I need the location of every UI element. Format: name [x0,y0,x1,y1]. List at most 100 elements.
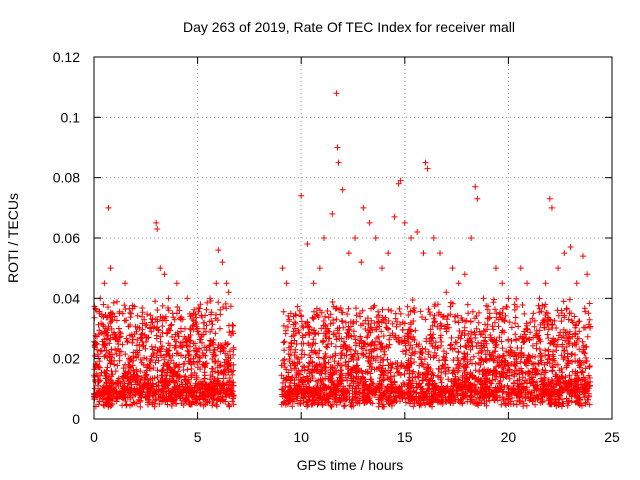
data-point [153,219,160,226]
data-point [111,331,118,338]
data-point [225,289,232,296]
axis-ticks: 0 5 10 15 20 25 0 0.02 0.04 0.06 0.08 0.1 0.12 [53,49,620,445]
data-point [194,325,201,332]
data-point [430,235,437,241]
data-point [385,250,392,257]
data-point [443,289,450,296]
data-point [358,259,365,266]
data-point [536,295,543,302]
data-point [339,186,346,193]
data-point [555,265,562,272]
data-point [567,244,574,251]
x-tick-label: 20 [501,429,517,445]
data-point [320,235,327,241]
x-tick-label: 15 [397,429,413,445]
data-point [333,90,340,97]
data-point [161,271,168,278]
data-point [140,361,147,368]
data-point [316,265,323,272]
data-point [184,295,191,302]
data-point [178,325,185,332]
data-point [173,280,180,287]
data-point [414,228,421,235]
data-point [105,204,112,211]
y-tick-label: 0.04 [53,290,80,306]
data-point [579,253,586,260]
data-point [213,280,220,287]
data-point [499,280,506,287]
data-point [366,219,373,226]
chart-title: Day 263 of 2019, Rate Of TEC Index for r… [183,19,515,35]
data-point [401,219,408,226]
data-point [165,295,172,302]
data-point [395,180,402,187]
data-point [283,280,290,287]
data-point [122,280,129,287]
data-point [480,295,487,302]
data-point [154,225,161,232]
data-point [511,301,518,308]
data-point [200,331,207,338]
data-point [345,250,352,257]
data-point [128,355,135,362]
data-point [298,192,305,199]
data-point [101,280,108,287]
data-point [505,295,512,302]
y-axis-label: ROTI / TECUs [5,193,21,283]
x-tick-label: 5 [194,429,202,445]
data-point [397,177,404,184]
data-point [134,349,141,356]
data-point [474,195,481,202]
y-tick-label: 0 [72,411,80,427]
data-point [379,265,386,272]
data-point [542,280,549,287]
data-point [548,204,555,211]
data-points [91,90,594,410]
data-point [169,310,176,317]
data-point [372,235,379,241]
x-tick-label: 25 [604,429,620,445]
y-tick-label: 0.02 [53,351,80,367]
data-point [215,247,222,254]
data-point [492,265,499,272]
data-point [190,310,197,317]
data-point [472,183,479,190]
data-point [420,250,427,257]
data-point [109,310,116,317]
y-tick-label: 0.1 [61,109,81,125]
x-tick-label: 0 [90,429,98,445]
data-point [461,271,468,278]
grid-lines [94,57,612,419]
data-point [219,259,226,266]
data-point [524,280,531,287]
data-point [335,159,342,166]
data-point [157,265,164,272]
data-point [391,213,398,220]
data-point [352,235,359,241]
data-point [408,235,415,241]
data-point [115,325,122,332]
y-tick-label: 0.08 [53,170,80,186]
data-point [304,241,311,248]
data-point [561,250,568,257]
dense-point-cloud [91,295,594,410]
data-point [334,144,341,151]
x-tick-label: 10 [293,429,309,445]
data-point [455,280,462,287]
data-point [449,265,456,272]
data-point [546,195,553,202]
data-point [279,265,286,272]
y-tick-label: 0.12 [53,49,80,65]
data-point [517,265,524,272]
x-axis-label: GPS time / hours [297,457,404,473]
data-point [207,295,214,302]
data-point [422,159,429,166]
data-point [486,310,493,317]
data-point [107,265,114,272]
data-point [329,210,336,217]
data-point [437,250,444,257]
data-point [584,271,591,278]
data-point [424,165,431,172]
dense-points-path [91,295,594,410]
